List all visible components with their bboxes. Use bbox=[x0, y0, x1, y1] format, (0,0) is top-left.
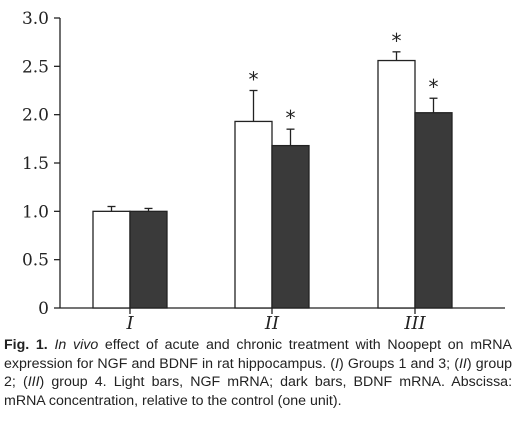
x-tick-label: I bbox=[125, 313, 134, 330]
dark-bar bbox=[414, 112, 453, 309]
caption-text: ) group 2; ( bbox=[4, 355, 513, 391]
significance-star: * bbox=[429, 75, 439, 99]
y-tick-label: 2.0 bbox=[22, 106, 49, 126]
y-tick-label: 2.5 bbox=[22, 57, 49, 77]
bars bbox=[92, 51, 453, 309]
caption-italic-in-vivo: In vivo bbox=[54, 337, 99, 353]
significance-star: * bbox=[249, 68, 259, 92]
figure-label: Fig. 1. bbox=[4, 337, 48, 353]
caption-italic-I: I bbox=[335, 355, 339, 372]
y-tick-label: 1.5 bbox=[22, 154, 49, 174]
caption-italic-II: II bbox=[458, 355, 467, 372]
figure-caption: Fig. 1. In vivo effect of acute and chro… bbox=[4, 336, 512, 410]
caption-text: ) Groups 1 and 3; ( bbox=[339, 355, 459, 372]
caption-italic-III: III bbox=[27, 374, 40, 391]
light-bar bbox=[377, 59, 416, 309]
caption-text: effect of acute and chronic treatment wi… bbox=[4, 337, 512, 372]
dark-bar bbox=[271, 144, 310, 309]
y-tick-label: 0.5 bbox=[22, 251, 49, 271]
x-tick-label: II bbox=[264, 313, 280, 330]
y-tick-label: 0 bbox=[38, 299, 49, 319]
light-bar bbox=[92, 210, 131, 309]
dark-bar bbox=[129, 210, 168, 309]
y-tick-label: 3.0 bbox=[22, 9, 49, 29]
bar-chart: 00.51.01.52.02.53.0I II**III** bbox=[22, 9, 505, 330]
light-bar bbox=[234, 120, 273, 309]
labels: 00.51.01.52.02.53.0I II**III** bbox=[22, 9, 439, 330]
significance-star: * bbox=[286, 106, 296, 130]
significance-star: * bbox=[392, 29, 402, 53]
caption-text: ) group 4. Light bars, NGF mRNA; dark ba… bbox=[4, 374, 513, 409]
y-tick-label: 1.0 bbox=[22, 202, 49, 222]
x-tick-label: III bbox=[403, 313, 426, 330]
